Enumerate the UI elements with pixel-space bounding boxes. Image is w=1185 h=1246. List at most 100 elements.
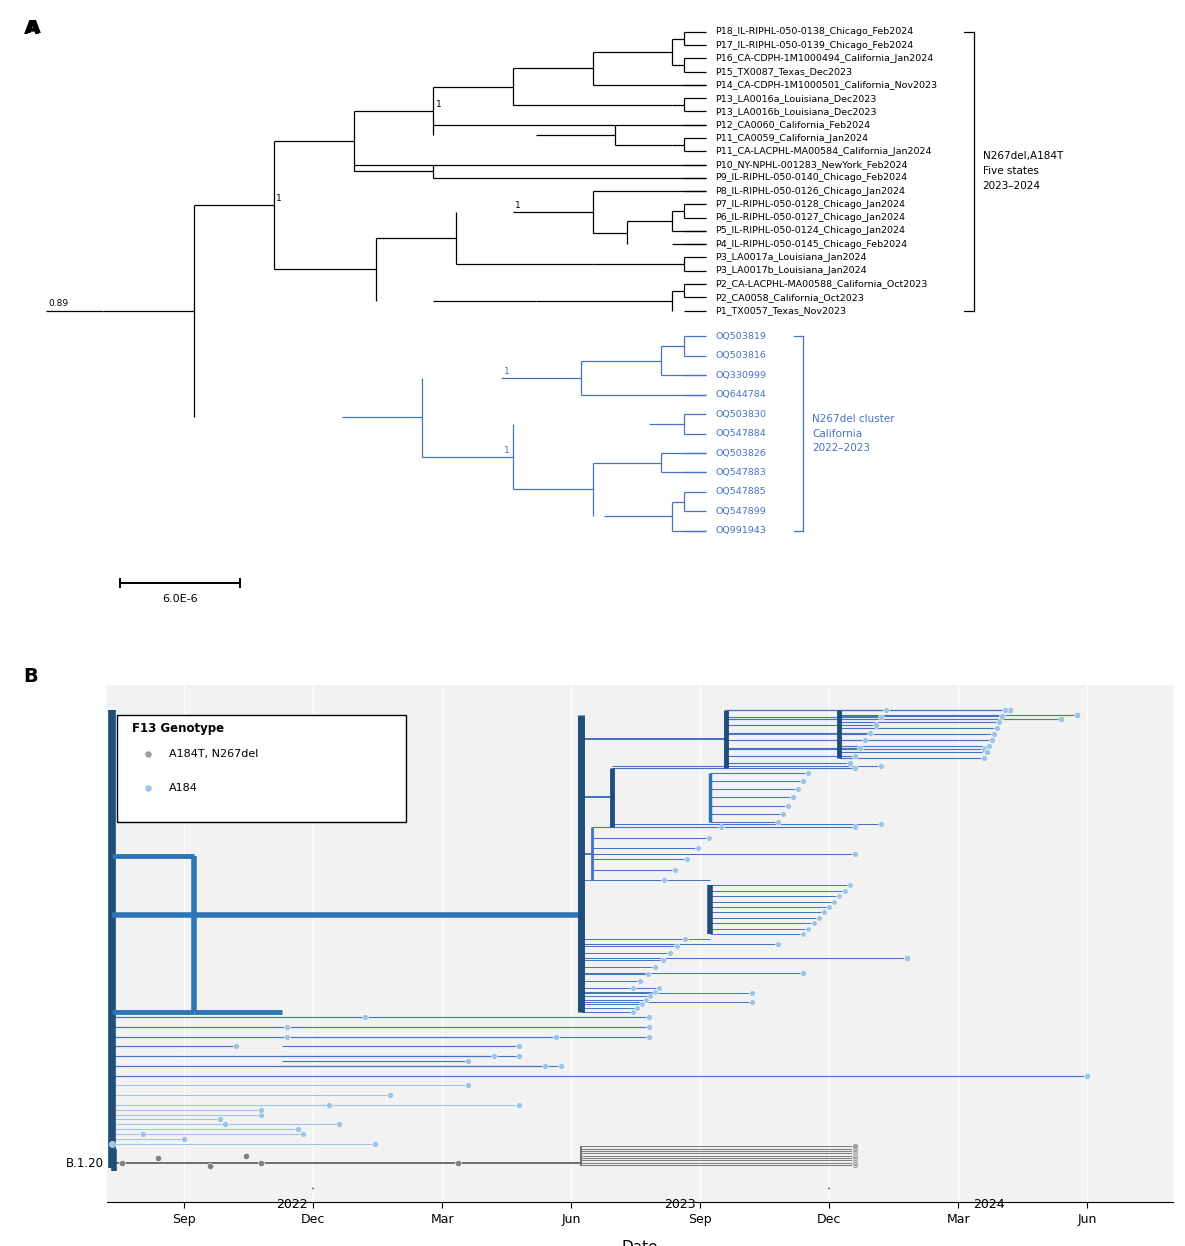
Point: [668, 936, 687, 956]
Point: [639, 1027, 658, 1047]
Point: [510, 1095, 529, 1115]
Text: OQ991943: OQ991943: [716, 526, 767, 536]
Text: 6.0E-6: 6.0E-6: [162, 594, 198, 604]
Point: [845, 817, 864, 837]
Point: [356, 1007, 374, 1027]
Point: [510, 1037, 529, 1057]
Text: 2022: 2022: [276, 1197, 308, 1211]
Point: [382, 1085, 401, 1105]
Point: [252, 1105, 271, 1125]
Point: [845, 1136, 864, 1156]
Point: [630, 971, 649, 991]
Point: [102, 1134, 121, 1154]
Point: [1077, 1065, 1096, 1085]
Point: [794, 771, 813, 791]
Point: [845, 1145, 864, 1165]
Point: [825, 892, 844, 912]
Point: [845, 844, 864, 863]
Text: P11_CA0059_California_Jan2024: P11_CA0059_California_Jan2024: [716, 133, 869, 142]
Point: [636, 991, 655, 1011]
Text: P9_IL-RIPHL-050-0140_Chicago_Feb2024: P9_IL-RIPHL-050-0140_Chicago_Feb2024: [716, 173, 908, 182]
Point: [237, 1146, 256, 1166]
Point: [845, 1155, 864, 1175]
Point: [226, 1037, 245, 1057]
Text: A: A: [24, 19, 39, 37]
Text: P16_CA-CDPH-1M1000494_California_Jan2024: P16_CA-CDPH-1M1000494_California_Jan2024: [716, 54, 934, 64]
Text: OQ547885: OQ547885: [716, 487, 767, 496]
Text: A184: A184: [168, 782, 198, 792]
Point: [623, 978, 642, 998]
Text: 2024: 2024: [973, 1197, 1005, 1211]
Point: [139, 744, 158, 764]
Point: [809, 908, 828, 928]
Point: [319, 1095, 338, 1115]
Point: [794, 963, 813, 983]
Point: [866, 715, 885, 735]
Point: [974, 739, 993, 759]
Point: [211, 1109, 230, 1129]
Point: [877, 700, 896, 720]
Text: 0.89: 0.89: [49, 299, 69, 308]
Point: [845, 1148, 864, 1168]
Text: P1_TX0057_Texas_Nov2023: P1_TX0057_Texas_Nov2023: [716, 307, 846, 315]
Text: OQ547883: OQ547883: [716, 468, 767, 477]
Text: P5_IL-RIPHL-050-0124_Chicago_Jan2024: P5_IL-RIPHL-050-0124_Chicago_Jan2024: [716, 227, 905, 235]
Text: P10_NY-NPHL-001283_NewYork_Feb2024: P10_NY-NPHL-001283_NewYork_Feb2024: [716, 159, 908, 169]
Point: [459, 1075, 478, 1095]
Point: [645, 982, 664, 1002]
Point: [845, 759, 864, 779]
Text: OQ503826: OQ503826: [716, 449, 767, 457]
Point: [851, 738, 870, 758]
Point: [174, 1129, 193, 1149]
Point: [840, 754, 859, 774]
Point: [660, 943, 679, 963]
Text: B.1.20: B.1.20: [66, 1156, 104, 1170]
Point: [459, 1050, 478, 1070]
Text: OQ503816: OQ503816: [716, 351, 767, 360]
Point: [623, 1002, 642, 1022]
Point: [646, 957, 665, 977]
Point: [641, 986, 660, 1006]
Point: [551, 1055, 570, 1075]
Text: OQ547899: OQ547899: [716, 507, 767, 516]
Point: [365, 1134, 384, 1154]
Point: [1068, 704, 1087, 724]
Text: P13_LA0016a_Louisiana_Dec2023: P13_LA0016a_Louisiana_Dec2023: [716, 93, 877, 102]
Text: 1: 1: [504, 366, 510, 376]
Point: [536, 1055, 555, 1075]
Point: [773, 804, 792, 824]
Point: [628, 998, 647, 1018]
Point: [835, 881, 854, 901]
Point: [649, 978, 668, 998]
Text: P7_IL-RIPHL-050-0128_Chicago_Jan2024: P7_IL-RIPHL-050-0128_Chicago_Jan2024: [716, 199, 905, 209]
Text: P2_CA-LACPHL-MA00588_California_Oct2023: P2_CA-LACPHL-MA00588_California_Oct2023: [716, 279, 928, 289]
Point: [277, 1027, 296, 1047]
Text: P11_CA-LACPHL-MA00584_California_Jan2024: P11_CA-LACPHL-MA00584_California_Jan2024: [716, 147, 931, 156]
Text: P13_LA0016b_Louisiana_Dec2023: P13_LA0016b_Louisiana_Dec2023: [716, 107, 877, 116]
Point: [113, 1154, 132, 1174]
Point: [133, 1124, 152, 1144]
Point: [546, 1027, 565, 1047]
Text: OQ503830: OQ503830: [716, 410, 767, 419]
X-axis label: Date: Date: [622, 1240, 658, 1246]
Text: OQ644784: OQ644784: [716, 390, 767, 399]
Text: N267del cluster
California
2022–2023: N267del cluster California 2022–2023: [812, 414, 895, 454]
Point: [149, 1149, 168, 1169]
Text: OQ330999: OQ330999: [716, 371, 767, 380]
Point: [799, 763, 818, 782]
Point: [485, 1047, 504, 1067]
Text: 1: 1: [276, 194, 282, 203]
Point: [329, 1114, 348, 1134]
Text: P3_LA0017a_Louisiana_Jan2024: P3_LA0017a_Louisiana_Jan2024: [716, 253, 867, 262]
Point: [982, 730, 1001, 750]
Point: [639, 964, 658, 984]
Point: [216, 1114, 235, 1134]
Point: [974, 749, 993, 769]
Point: [871, 756, 890, 776]
Text: P4_IL-RIPHL-050-0145_Chicago_Feb2024: P4_IL-RIPHL-050-0145_Chicago_Feb2024: [716, 239, 908, 249]
Text: P8_IL-RIPHL-050-0126_Chicago_Jan2024: P8_IL-RIPHL-050-0126_Chicago_Jan2024: [716, 187, 905, 196]
Point: [677, 849, 696, 868]
Point: [700, 827, 719, 847]
Point: [688, 839, 707, 858]
Point: [978, 743, 997, 763]
